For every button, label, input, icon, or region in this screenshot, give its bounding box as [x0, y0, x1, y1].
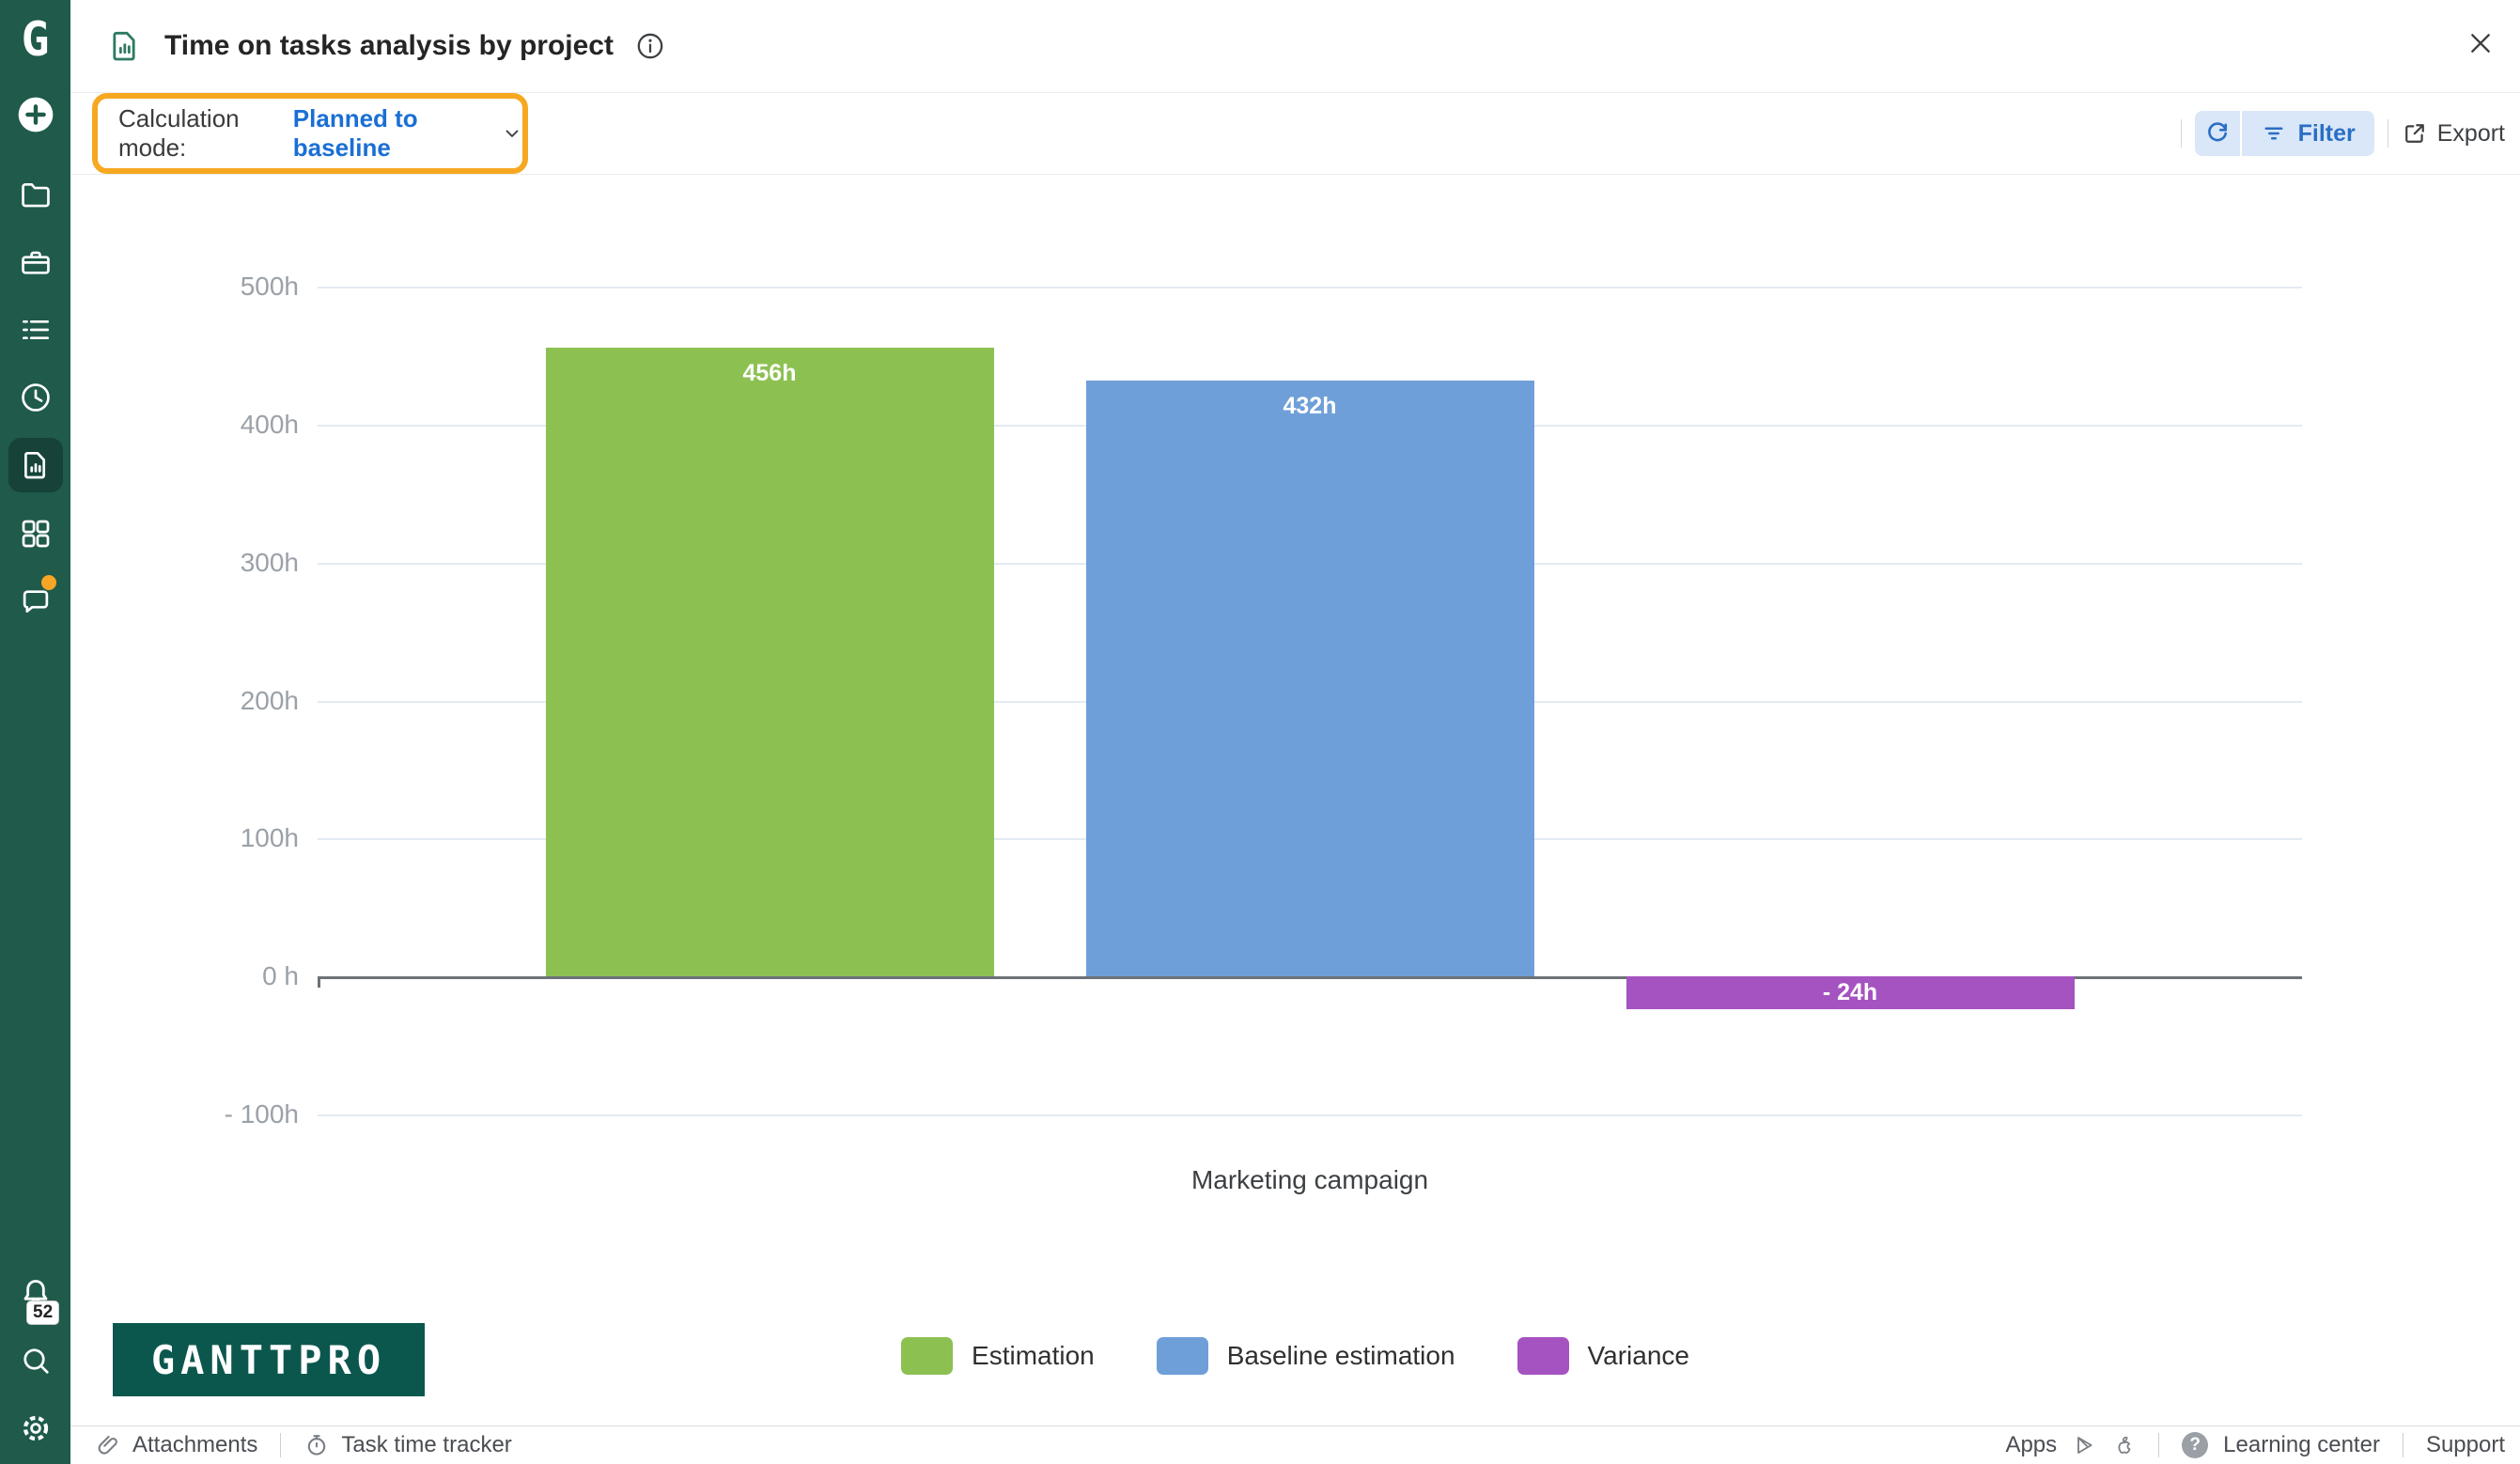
- y-tick-label: 100h: [240, 823, 299, 853]
- chevron-down-icon: [506, 130, 519, 137]
- y-tick-label: 500h: [240, 272, 299, 301]
- sidebar-item-projects[interactable]: [0, 178, 70, 213]
- gridline: [318, 287, 2302, 288]
- divider: [2158, 1433, 2160, 1457]
- bar-chart: 500h 400h 300h 200h 100h 0 h - 100h 456h 432h - 2…: [225, 272, 2302, 1194]
- bar-value-label: - 24h: [1822, 979, 1878, 1006]
- google-play-icon[interactable]: [2072, 1433, 2096, 1457]
- learning-center-label[interactable]: Learning center: [2223, 1432, 2380, 1457]
- sidebar-item-workload[interactable]: [0, 516, 70, 552]
- folder-icon: [21, 182, 50, 208]
- footer-bar: Attachments Task time tracker Apps: [70, 1425, 2520, 1464]
- sidebar-item-time-log[interactable]: [0, 380, 70, 415]
- list-icon: [22, 319, 49, 340]
- filter-icon: [2264, 127, 2283, 140]
- sidebar-item-reports-active[interactable]: [8, 438, 63, 492]
- x-category-label: Marketing campaign: [1190, 1165, 1429, 1194]
- refresh-button[interactable]: [2194, 111, 2240, 156]
- legend-label: Baseline estimation: [1226, 1341, 1455, 1370]
- sidebar-item-portfolio[interactable]: [0, 245, 70, 281]
- y-tick-label: 300h: [240, 547, 299, 577]
- legend-label: Estimation: [972, 1341, 1095, 1370]
- notification-dot: [41, 575, 56, 590]
- report-doc-icon: [113, 31, 135, 61]
- bar-variance[interactable]: - 24h: [1626, 976, 2075, 1010]
- apple-icon[interactable]: [2111, 1433, 2136, 1457]
- search-button[interactable]: [0, 1344, 70, 1378]
- bar-baseline-estimation[interactable]: 432h: [1085, 380, 1534, 977]
- legend-item-baseline-estimation[interactable]: Baseline estimation: [1156, 1337, 1455, 1375]
- calculation-mode-value: Planned to baseline: [292, 104, 418, 162]
- filter-label: Filter: [2297, 119, 2356, 147]
- legend-swatch: [1517, 1337, 1569, 1375]
- legend-swatch: [1156, 1337, 1208, 1375]
- sidebar: G: [0, 0, 70, 1464]
- plus-circle-icon: [18, 97, 53, 132]
- divider: [280, 1433, 282, 1457]
- y-tick-label: 0 h: [262, 961, 299, 991]
- sidebar-item-comments[interactable]: [0, 584, 70, 619]
- legend-swatch: [901, 1337, 954, 1375]
- task-time-tracker-button[interactable]: Task time tracker: [303, 1432, 512, 1458]
- report-panel: Time on tasks analysis by project Calcul…: [70, 0, 2520, 1464]
- ganttpro-wordmark: GANTTPRO: [113, 1323, 425, 1396]
- export-label: Export: [2436, 119, 2505, 147]
- bar-value-label: 432h: [1283, 392, 1337, 419]
- settings-button[interactable]: [0, 1410, 70, 1446]
- chat-bubble-icon: [23, 590, 48, 613]
- info-icon[interactable]: [634, 30, 666, 62]
- refresh-filter-group: Filter: [2194, 111, 2374, 156]
- apps-label[interactable]: Apps: [2005, 1432, 2058, 1457]
- legend-item-variance[interactable]: Variance: [1517, 1337, 1689, 1375]
- legend-item-estimation[interactable]: Estimation: [901, 1337, 1095, 1375]
- task-time-tracker-label: Task time tracker: [341, 1432, 512, 1457]
- clock-icon: [21, 383, 50, 412]
- gridline: [318, 1114, 2302, 1116]
- filter-button[interactable]: Filter: [2241, 111, 2374, 156]
- attachments-button[interactable]: Attachments: [95, 1432, 257, 1458]
- bar-estimation[interactable]: 456h: [545, 347, 994, 977]
- attachments-label: Attachments: [132, 1432, 258, 1457]
- report-icon: [24, 451, 46, 479]
- report-header: Time on tasks analysis by project: [70, 0, 2520, 92]
- x-axis-line: [318, 976, 2302, 989]
- sidebar-item-tasks[interactable]: [0, 312, 70, 348]
- search-icon: [23, 1348, 49, 1374]
- close-icon: [2471, 34, 2490, 53]
- refresh-icon: [2207, 122, 2227, 142]
- y-tick-label: 400h: [240, 409, 299, 439]
- toolbar: Calculation mode: Planned to baseline: [70, 92, 2520, 175]
- paperclip-icon: [98, 1435, 117, 1455]
- bar-value-label: 456h: [742, 359, 797, 386]
- help-icon: ?: [2182, 1432, 2209, 1458]
- legend-label: Variance: [1587, 1341, 1689, 1370]
- chart-legend: Estimation Baseline estimation Variance: [70, 1337, 2520, 1375]
- calculation-mode-label: Calculation mode:: [118, 104, 240, 162]
- support-label[interactable]: Support: [2425, 1432, 2505, 1457]
- gear-icon: [23, 1415, 48, 1441]
- page-title: Time on tasks analysis by project: [164, 30, 614, 61]
- grid-icon: [22, 520, 49, 548]
- add-task-button[interactable]: [0, 94, 70, 135]
- axis-tick: [318, 979, 320, 989]
- divider: [2180, 119, 2182, 148]
- footer-right: Apps ? Learning center Support: [2005, 1432, 2505, 1458]
- y-tick-label: 200h: [240, 685, 299, 715]
- export-button[interactable]: Export: [2402, 120, 2505, 148]
- stopwatch-icon: [308, 1435, 326, 1456]
- export-icon: [2404, 124, 2424, 143]
- close-button[interactable]: [2466, 28, 2496, 63]
- toolbar-actions: Filter Export: [2180, 93, 2505, 174]
- notification-count-badge: 52: [26, 1300, 60, 1325]
- briefcase-icon: [21, 251, 50, 274]
- y-tick-label: - 100h: [224, 1099, 299, 1129]
- footer-left: Attachments Task time tracker: [95, 1432, 512, 1458]
- ganttpro-logo-icon[interactable]: G: [21, 12, 50, 67]
- calculation-mode-dropdown[interactable]: Calculation mode: Planned to baseline: [92, 93, 528, 174]
